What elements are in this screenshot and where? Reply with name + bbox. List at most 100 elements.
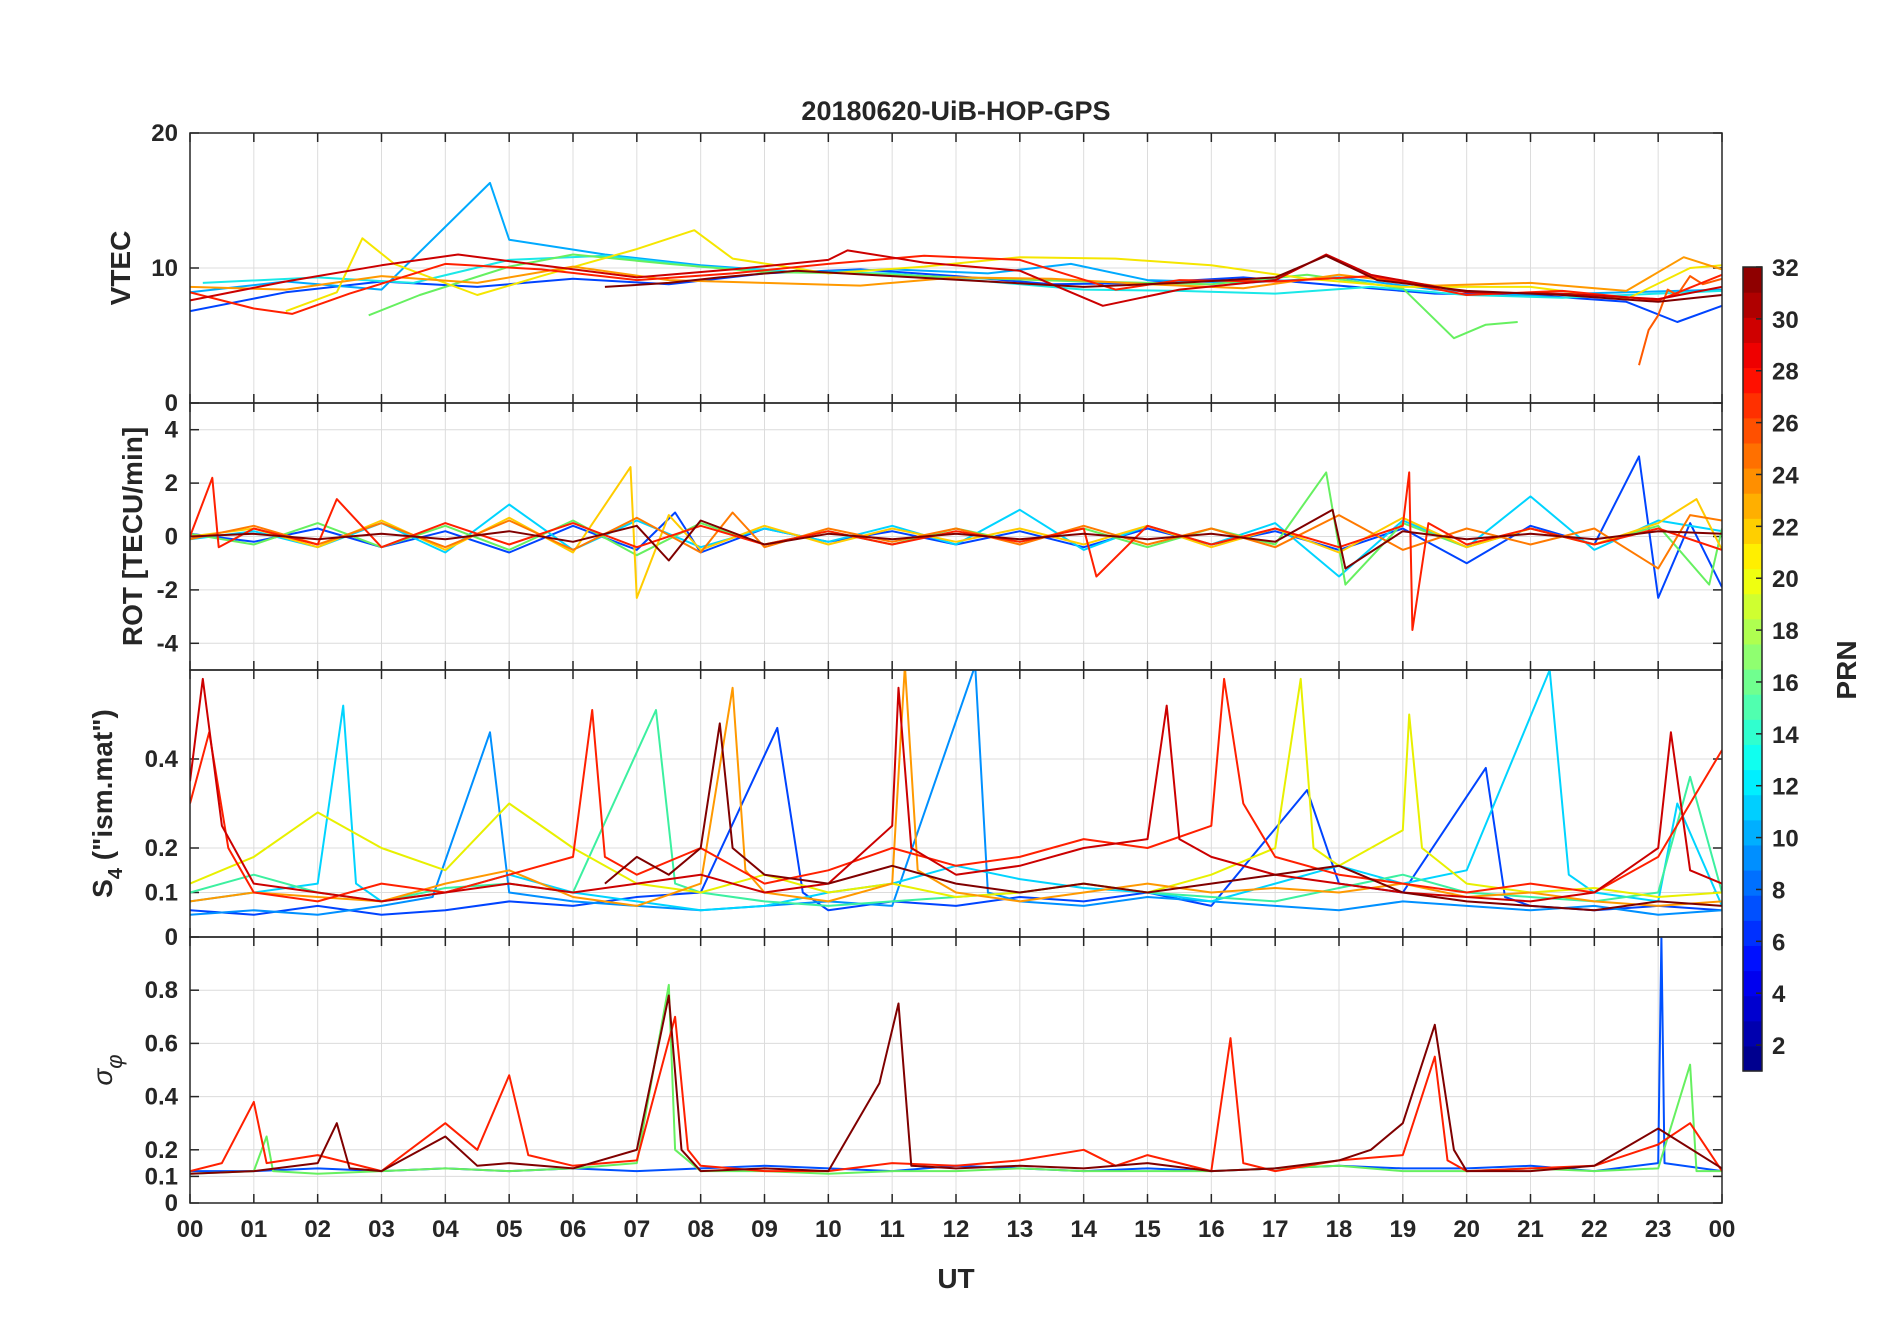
vtec-series-group — [190, 181, 1722, 366]
panel-s4: 0 0.1 0.2 0.4 S4 ("ism.mat") — [87, 669, 1723, 951]
y-tick-label: 20 — [151, 120, 178, 147]
colorbar-swatch — [1743, 593, 1762, 620]
x-tick-label: 17 — [1262, 1216, 1289, 1243]
y-tick-label: 4 — [165, 417, 179, 444]
y-tick-label: 0.6 — [145, 1030, 178, 1057]
y-tick-label: 0 — [165, 390, 178, 417]
colorbar-swatch — [1743, 342, 1762, 369]
colorbar-swatch — [1743, 292, 1762, 318]
x-tick-label: 02 — [304, 1216, 331, 1243]
x-tick-label: 15 — [1134, 1216, 1161, 1243]
panel-vtec: 0 10 20 VTEC — [105, 120, 1723, 417]
x-tick-label: 09 — [751, 1216, 778, 1243]
x-tick-label: 00 — [177, 1216, 204, 1243]
colorbar-label: PRN — [1831, 640, 1862, 699]
vtec-series-prn-16 — [368, 253, 1518, 340]
x-tick-label: 23 — [1645, 1216, 1672, 1243]
colorbar-tick-label: 14 — [1772, 722, 1799, 749]
s4-series-prn-9 — [190, 670, 1722, 916]
y-tick-label: -2 — [157, 577, 178, 604]
colorbar-swatch — [1743, 844, 1762, 871]
x-tick-label: 07 — [623, 1216, 650, 1243]
y-tick-label: 0.4 — [145, 746, 179, 773]
x-tick-label: 00 — [1709, 1216, 1736, 1243]
colorbar-tick-label: 6 — [1772, 929, 1785, 956]
y-tick-label: 0 — [165, 1190, 178, 1217]
s4-series-prn-32 — [604, 722, 1722, 912]
x-tick-label: 04 — [432, 1216, 459, 1243]
y-axis-label-rot: ROT [TECU/min] — [117, 427, 148, 646]
sigma_phi-series-group — [190, 937, 1722, 1175]
sigma_phi-series-prn-32 — [190, 994, 1722, 1175]
y-axis-label-vtec: VTEC — [105, 231, 136, 306]
colorbar-tick-label: 20 — [1772, 566, 1799, 593]
colorbar-swatch — [1743, 518, 1762, 544]
x-tick-label: 21 — [1517, 1216, 1544, 1243]
colorbar-swatch — [1743, 669, 1762, 695]
colorbar-swatch — [1743, 618, 1762, 645]
colorbar-swatch — [1743, 819, 1762, 846]
s4-series-prn-30 — [190, 677, 1722, 903]
panel-sigma_phi: 00.10.2 0.4 0.6 0.8 σφ — [87, 936, 1723, 1217]
vtec-series-prn-32 — [604, 254, 1722, 303]
rot-series-prn-25 — [190, 511, 1722, 570]
s4-series-group — [190, 670, 1722, 916]
y-tick-label: 0 — [165, 524, 178, 551]
colorbar-tick-label: 32 — [1772, 255, 1799, 282]
y-tick-label: 0.8 — [145, 977, 178, 1004]
colorbar-swatch — [1743, 945, 1762, 972]
y-tick-label: 0.4 — [145, 1084, 179, 1111]
colorbar-swatch — [1743, 643, 1762, 670]
x-tick-label: 16 — [1198, 1216, 1225, 1243]
rot-series-prn-5 — [190, 455, 1722, 599]
colorbar-swatch — [1743, 995, 1762, 1022]
y-tick-label: 0.2 — [145, 835, 178, 862]
x-tick-label: 18 — [1326, 1216, 1353, 1243]
colorbar-swatch — [1743, 769, 1762, 796]
vtec-series-prn-20 — [285, 229, 1722, 313]
colorbar-swatch — [1743, 794, 1762, 821]
vtec-series-prn-10 — [190, 181, 1722, 296]
x-tick-label: 06 — [560, 1216, 587, 1243]
colorbar-tick-label: 4 — [1772, 981, 1786, 1008]
x-axis-label: UT — [937, 1263, 974, 1294]
chart-title: 20180620-UiB-HOP-GPS — [801, 96, 1110, 126]
x-tick-label: 12 — [943, 1216, 970, 1243]
colorbar-swatch — [1743, 367, 1762, 394]
colorbar-swatch — [1743, 543, 1762, 570]
colorbar-tick-label: 16 — [1772, 670, 1799, 697]
y-tick-label: 0.1 — [145, 1163, 178, 1190]
x-tick-label: 13 — [1006, 1216, 1033, 1243]
sigma_phi-axes-frame — [189, 936, 1723, 1204]
colorbar-swatch — [1743, 1045, 1762, 1072]
colorbar-swatch — [1743, 442, 1762, 469]
colorbar-swatch — [1743, 895, 1762, 921]
colorbar-swatch — [1743, 417, 1762, 444]
s4-series-prn-5 — [190, 726, 1722, 916]
colorbar-tick-label: 30 — [1772, 307, 1799, 334]
colorbar-swatch — [1743, 920, 1762, 946]
vtec-series-prn-5 — [190, 268, 1722, 323]
colorbar-frame — [1742, 266, 1763, 1072]
colorbar-swatch — [1743, 468, 1762, 494]
x-tick-label: 05 — [496, 1216, 523, 1243]
colorbar-tick-label: 26 — [1772, 411, 1799, 438]
y-tick-label: 2 — [165, 470, 178, 497]
colorbar-swatch — [1743, 970, 1762, 997]
colorbar-swatch — [1743, 267, 1762, 293]
colorbar-swatch — [1743, 694, 1762, 720]
colorbar-swatch — [1743, 493, 1762, 519]
x-tick-label: 14 — [1070, 1216, 1097, 1243]
y-tick-label: 0.1 — [145, 880, 178, 907]
colorbar-tick-label: 22 — [1772, 514, 1799, 541]
s4-series-prn-24 — [190, 670, 1722, 907]
colorbar-tick-label: 24 — [1772, 462, 1799, 489]
rot-series-group — [190, 455, 1722, 631]
colorbar-swatch — [1743, 317, 1762, 343]
colorbar-swatch — [1743, 392, 1762, 419]
x-tick-label: 11 — [879, 1216, 904, 1243]
colorbar-swatch — [1743, 568, 1762, 595]
